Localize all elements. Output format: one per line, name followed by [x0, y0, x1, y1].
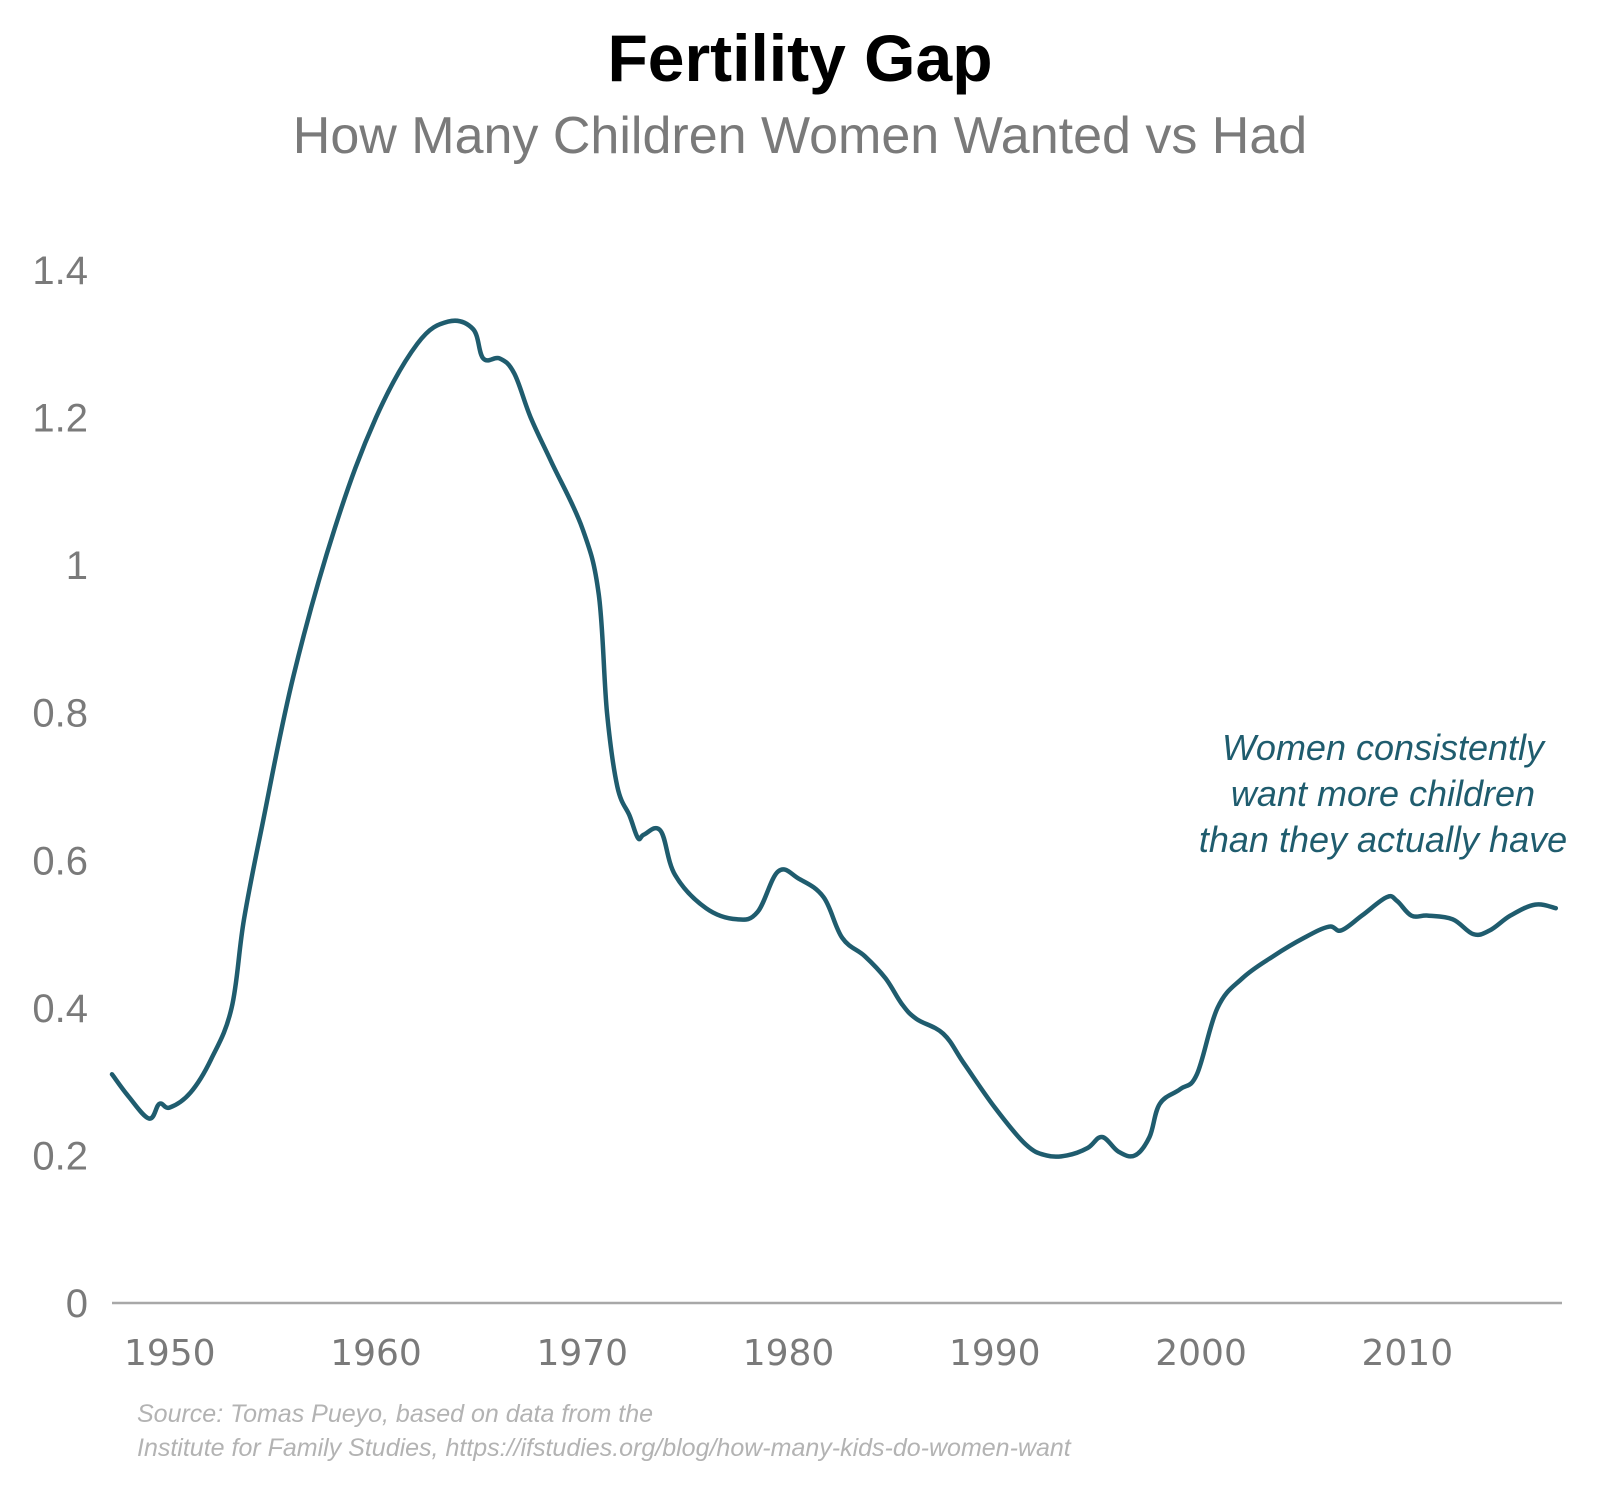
- x-tick-label: 1950: [124, 1333, 216, 1374]
- x-tick-label: 2010: [1361, 1333, 1453, 1374]
- annotation-line-1: Women consistently: [1222, 727, 1546, 768]
- x-tick-label: 1970: [536, 1333, 628, 1374]
- annotation-line-2: want more children: [1231, 773, 1535, 814]
- y-tick-label: 0.4: [32, 987, 88, 1031]
- y-tick-label: 1.4: [32, 249, 88, 293]
- x-tick-label: 1990: [949, 1333, 1041, 1374]
- x-tick-label: 1960: [330, 1333, 422, 1374]
- source-line-1: Source: Tomas Pueyo, based on data from …: [137, 1400, 654, 1428]
- y-axis-ticks: 0 0.2 0.4 0.6 0.8 1 1.2 1.4: [32, 249, 88, 1326]
- y-tick-label: 1.2: [32, 397, 88, 441]
- annotation-line-3: than they actually have: [1199, 819, 1567, 860]
- chart-subtitle: How Many Children Women Wanted vs Had: [292, 107, 1308, 165]
- y-tick-label: 0.8: [32, 692, 88, 736]
- y-tick-label: 0.2: [32, 1134, 88, 1178]
- source-note: Source: Tomas Pueyo, based on data from …: [137, 1397, 1071, 1465]
- x-tick-label: 2000: [1155, 1333, 1247, 1374]
- x-axis-ticks: 1950 1960 1970 1980 1990 2000 2010: [124, 1333, 1453, 1374]
- fertility-gap-line: [109, 318, 1559, 1159]
- x-tick-label: 1980: [743, 1333, 835, 1374]
- y-tick-label: 0: [66, 1282, 88, 1326]
- annotation: Women consistently want more children th…: [1199, 727, 1567, 860]
- y-tick-label: 0.6: [32, 839, 88, 883]
- source-line-2: Institute for Family Studies, https://if…: [137, 1434, 1071, 1462]
- chart-title: Fertility Gap: [607, 21, 993, 95]
- y-tick-label: 1: [66, 544, 88, 588]
